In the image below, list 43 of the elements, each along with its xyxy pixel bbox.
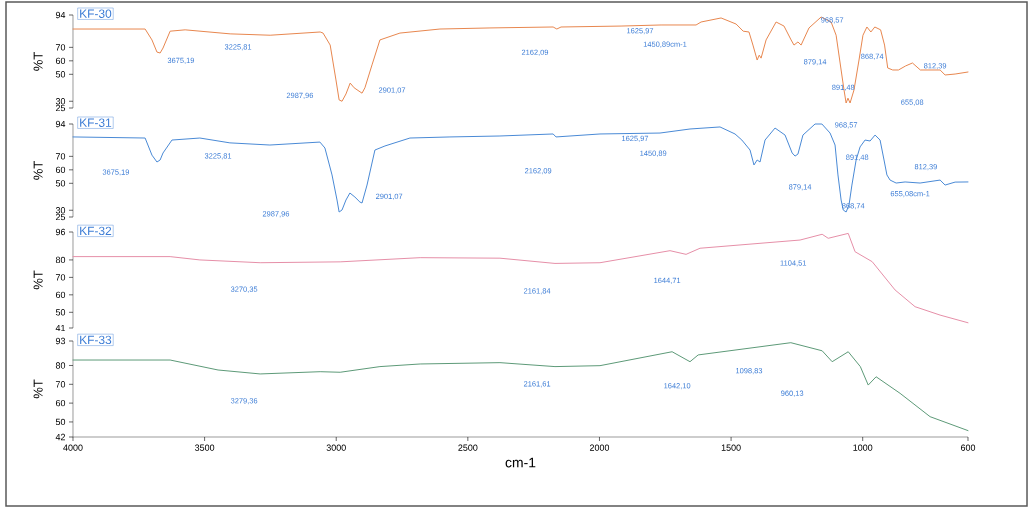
y-tick-label: 60	[55, 291, 66, 299]
y-tick-label: 25	[55, 104, 66, 112]
y-tick-label: 25	[55, 213, 66, 221]
x-tick-label: 2500	[458, 444, 478, 451]
x-tick-label: 3000	[326, 444, 346, 451]
chart-title: KF-33	[80, 335, 112, 345]
y-tick-label: 80	[55, 362, 66, 369]
y-tick-label: 70	[55, 44, 66, 51]
y-tick-label: 93	[55, 337, 66, 345]
y-tick-label: 30	[55, 207, 66, 214]
y-axis-title: %T	[33, 270, 43, 290]
y-tick-label: 70	[55, 274, 66, 281]
y-tick-label: 41	[55, 324, 66, 332]
y-tick-label: 30	[55, 98, 66, 105]
y-axis-title: %T	[33, 52, 43, 71]
y-tick-label: 70	[55, 381, 66, 388]
chart-title: KF-30	[80, 9, 112, 18]
x-tick-label: 1500	[721, 444, 741, 451]
y-axis-title: %T	[33, 379, 43, 399]
y-tick-label: 94	[55, 120, 66, 128]
y-tick-label: 50	[55, 71, 66, 78]
y-axis-title: %T	[33, 161, 43, 180]
line-series	[72, 16, 969, 104]
y-tick-label: 60	[55, 166, 66, 174]
y-tick-label: 50	[55, 180, 66, 187]
y-tick-label: 50	[55, 418, 66, 426]
x-axis-title: cm-1	[505, 457, 536, 468]
x-tick-label: 4000	[63, 444, 83, 451]
y-tick-label: 80	[55, 256, 66, 264]
x-tick-label: 3500	[194, 444, 215, 451]
y-tick-label: 94	[55, 11, 66, 19]
y-tick-label: 60	[55, 399, 66, 407]
x-tick-label: 2000	[589, 444, 610, 451]
y-tick-label: 70	[55, 153, 66, 160]
chart-title: KF-32	[80, 226, 112, 236]
y-tick-label: 50	[55, 309, 66, 316]
x-tick-label: 600	[960, 444, 976, 451]
y-tick-label: 96	[55, 228, 66, 236]
chart-title: KF-31	[80, 118, 112, 127]
y-tick-label: 60	[55, 57, 66, 65]
y-tick-label: 42	[55, 433, 66, 441]
line-series	[72, 342, 969, 432]
x-tick-label: 1000	[853, 444, 873, 451]
